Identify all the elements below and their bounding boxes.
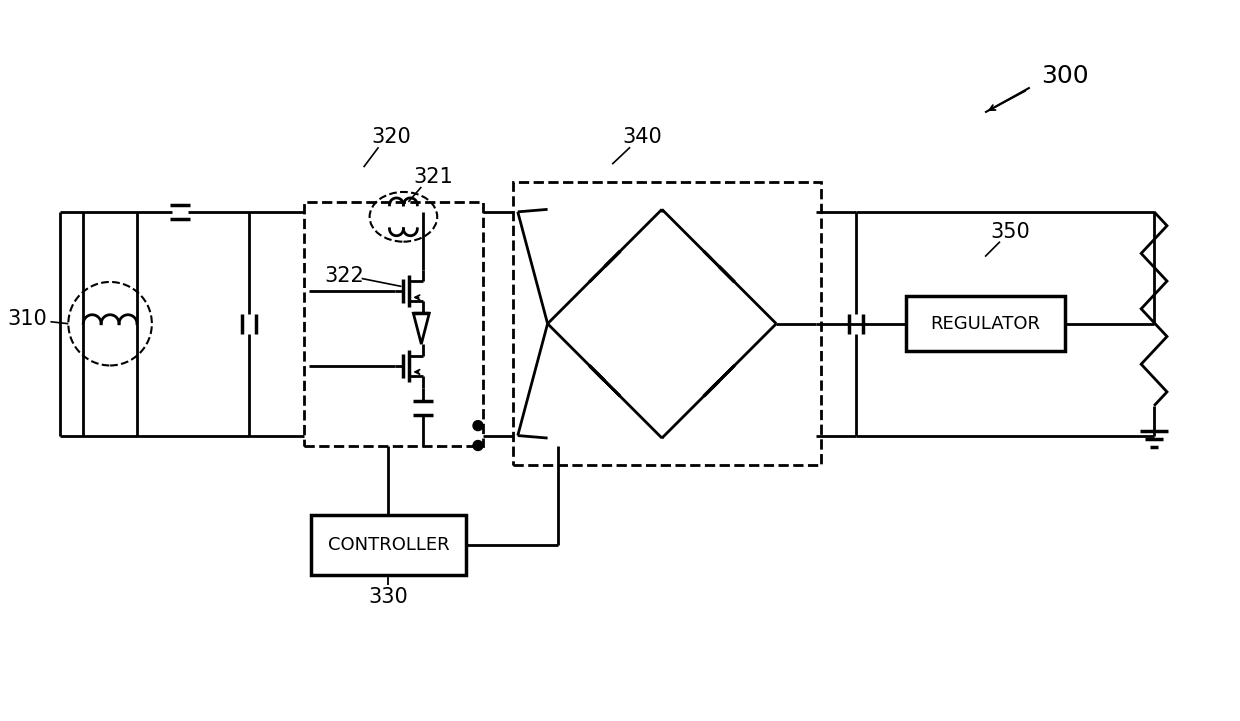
Text: 300: 300 (1040, 63, 1089, 88)
Circle shape (472, 441, 482, 451)
Text: CONTROLLER: CONTROLLER (327, 536, 449, 554)
Circle shape (472, 420, 482, 430)
Text: 340: 340 (622, 128, 662, 147)
Text: 320: 320 (372, 128, 412, 147)
Text: 330: 330 (368, 587, 408, 606)
Text: 322: 322 (324, 267, 363, 286)
Text: 350: 350 (990, 222, 1029, 242)
Bar (513, 182, 821, 465)
Text: 321: 321 (413, 167, 453, 187)
Bar (905, 296, 1065, 351)
Bar (304, 202, 482, 446)
Text: 310: 310 (7, 309, 47, 329)
Bar (311, 515, 465, 575)
Text: REGULATOR: REGULATOR (930, 314, 1040, 332)
